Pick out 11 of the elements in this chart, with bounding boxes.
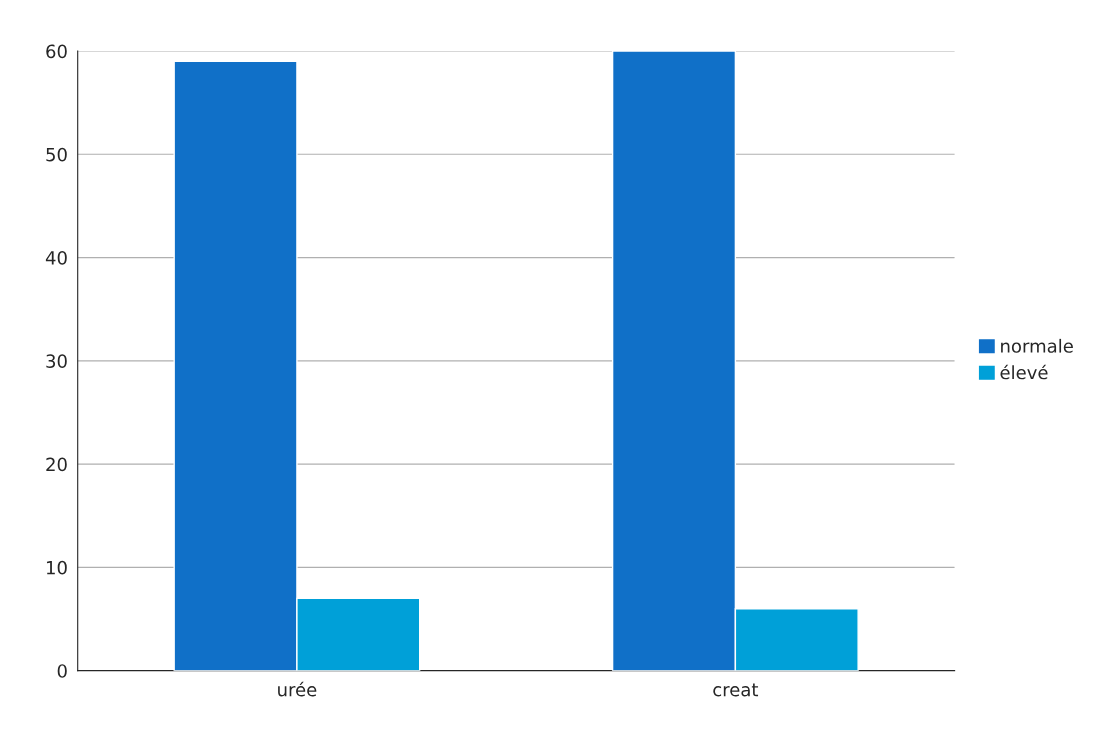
- x-tick-label: urée: [278, 681, 317, 697]
- legend-label: élevé: [1000, 364, 1048, 380]
- y-tick-label: 30: [46, 354, 67, 368]
- legend-label: normale: [1001, 338, 1073, 353]
- y-tick-label: 40: [45, 251, 67, 265]
- y-tick-label: 0: [57, 664, 67, 678]
- y-tick-label: 20: [46, 457, 67, 472]
- y-tick-label: 10: [46, 560, 67, 575]
- y-tick-label: 60: [46, 44, 67, 59]
- y-tick-label: 50: [46, 147, 67, 162]
- x-tick-label: creat: [713, 683, 759, 697]
